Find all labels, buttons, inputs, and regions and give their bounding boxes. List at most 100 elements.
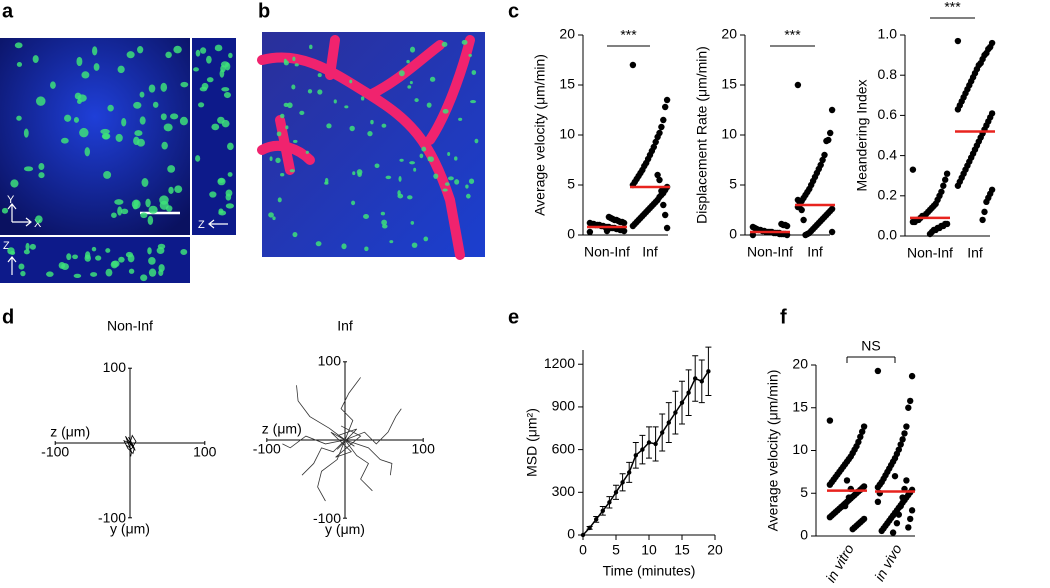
y-tick-label: 0 [729,226,737,242]
axis-letter: Y [7,194,15,206]
cell [100,128,110,135]
cell [120,208,129,215]
cell [145,198,151,208]
cell [294,63,299,67]
point [587,525,592,531]
axes-icon [7,219,228,275]
cell [382,224,388,229]
x-tick-label: -100 [253,441,281,457]
x-tick-label: Inf [642,244,658,260]
cell [211,123,220,131]
cell [73,273,82,279]
cell [206,77,214,83]
cell [50,81,56,89]
track [344,408,402,445]
axis-letter: Z [3,240,10,252]
point [627,470,632,475]
y-tick-label: 10 [721,126,737,142]
dot [662,211,669,219]
y-tick-label: 5 [800,484,808,500]
x-tick-label: 20 [707,542,723,558]
dot [954,106,962,113]
track [344,439,373,492]
cell [223,92,231,99]
dot [841,502,849,510]
x-tick-label: 10 [641,542,657,558]
dot [901,430,908,437]
cell [398,70,405,77]
dot [660,116,667,124]
cell [269,156,273,161]
y-tick-label: -100 [98,510,126,526]
dot [802,231,809,239]
cell [79,127,89,138]
dot [893,519,901,527]
cell [465,184,469,189]
cell [141,178,149,187]
dot [800,216,807,224]
track [336,428,358,450]
significance-label: *** [620,27,637,43]
cell [128,268,135,274]
y-tick-label: 20 [721,26,737,42]
cell [221,119,230,128]
dot [889,529,897,536]
x-tick-label: in vitro [822,541,857,583]
point [653,441,658,447]
cell [228,52,233,59]
x-axis-label: z (μm) [262,421,302,437]
y-tick-label: 0.2 [878,187,898,203]
cell [356,169,363,175]
point [686,390,691,395]
cell [161,141,168,150]
cell [307,89,313,94]
dot [586,219,594,227]
cell [293,139,298,143]
y-tick-label: 20 [559,26,575,42]
point [646,440,652,445]
cell [180,248,188,255]
cell [389,240,394,244]
cell [10,179,19,188]
cell [333,99,337,104]
cell [114,199,124,205]
point [679,400,685,405]
cell [23,166,34,172]
cell [292,56,296,62]
dot [828,228,836,236]
dot [656,176,663,184]
x-axis-label: z (μm) [50,424,90,440]
cell [105,268,113,277]
dot [981,208,988,216]
dot [903,423,910,430]
cell [195,49,201,57]
cell [64,114,72,122]
dot [942,176,949,183]
panel-label: c [508,0,519,22]
significance-label: NS [861,338,880,354]
panel-label: f [780,306,787,328]
significance-label: *** [944,0,961,15]
track [301,439,346,476]
cell [225,193,232,201]
cell [474,138,479,144]
panel-label: e [508,306,519,328]
cell [91,246,97,252]
cell [292,231,298,238]
cell [461,39,468,45]
cell [20,270,26,277]
track [282,435,346,449]
cell [410,220,415,225]
cell [283,58,287,64]
cell [84,254,91,262]
cell [101,132,111,140]
cell [409,161,416,165]
x-tick-label: 5 [612,542,620,558]
cell [35,96,46,106]
dot [849,525,856,533]
panel-label: d [2,306,14,328]
dot [658,123,665,131]
dot [897,502,904,510]
cell [160,113,167,121]
cell [218,210,227,216]
